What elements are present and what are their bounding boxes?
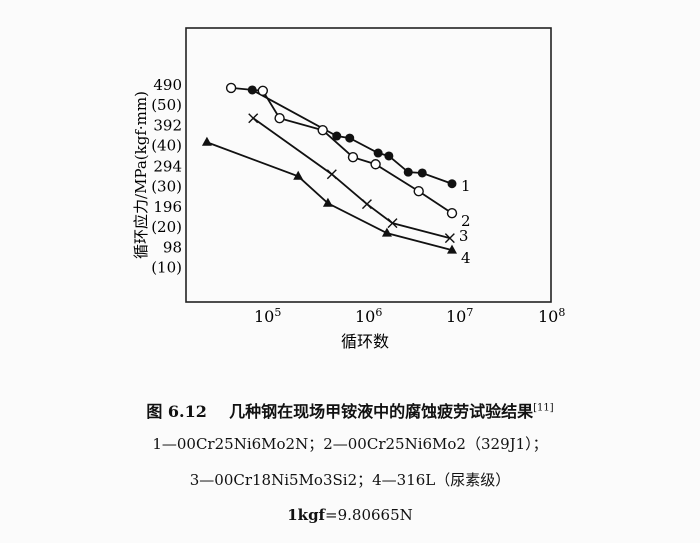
plot-frame	[185, 27, 552, 303]
series-4-label: 4	[461, 249, 471, 267]
y-tick-label: 294	[153, 157, 182, 175]
y-tick-alt-label: (40)	[151, 137, 182, 155]
series-1-point	[417, 168, 427, 178]
series-2-point	[317, 125, 328, 136]
x-tick-label: 105	[254, 306, 281, 326]
series-1-point	[447, 179, 457, 189]
series-2-point	[225, 82, 237, 94]
series-2-line	[231, 87, 453, 214]
series-1-point	[373, 148, 383, 158]
series-4-point	[293, 170, 304, 180]
series-2-point	[413, 186, 424, 197]
series-2-label: 2	[461, 212, 471, 230]
series-2-point	[274, 112, 285, 124]
series-2-point	[370, 159, 381, 170]
y-tick-label: 392	[153, 117, 182, 135]
x-tick-label: 106	[355, 306, 382, 326]
y-tick-alt-label: (30)	[151, 177, 182, 195]
x-tick-label: 108	[538, 306, 565, 326]
series-1-point	[332, 131, 342, 141]
series-3-point	[361, 199, 372, 210]
x-tick-label: 107	[446, 306, 473, 326]
series-2-point	[446, 208, 458, 219]
series-1-point	[403, 167, 413, 177]
series-2-point	[257, 85, 269, 97]
series-1-point	[384, 151, 394, 161]
unit-note-kgf: 1kgf	[287, 506, 326, 524]
series-3-label: 3	[459, 227, 469, 245]
figure-number: 图 6.12	[146, 402, 207, 421]
series-3-point	[326, 169, 337, 180]
fatigue-chart: 105 106 107 108 490 (50) 392 (40) 294 (30) 196 (20)…	[132, 27, 565, 351]
y-tick-alt-label: (50)	[151, 96, 182, 114]
x-tick-exponent: 8	[558, 306, 565, 319]
series-4-point	[201, 136, 212, 146]
series-3-point	[248, 113, 259, 124]
x-tick-exponent: 6	[375, 306, 382, 319]
y-tick-alt-label: (20)	[151, 218, 182, 236]
figure-reference: [11]	[533, 402, 554, 414]
y-tick-alt-label: (10)	[151, 259, 182, 277]
legend-line-1-2: 1—00Cr25Ni6Mo2N；2—00Cr25Ni6Mo2（329J1）；	[152, 435, 548, 453]
figure-caption-title: 图 6.12 几种钢在现场甲铵液中的腐蚀疲劳试验结果[11]	[0, 398, 700, 422]
series-4-point	[381, 227, 392, 237]
figure-title: 几种钢在现场甲铵液中的腐蚀疲劳试验结果	[229, 402, 534, 421]
series-1-point	[345, 133, 355, 143]
y-tick-label: 196	[153, 198, 182, 216]
series-2-point	[347, 151, 359, 163]
x-axis-label: 循环数	[341, 332, 389, 351]
series-4-point	[447, 244, 457, 254]
series-4-point	[322, 197, 333, 207]
series-1-label: 1	[461, 177, 471, 195]
legend-line-3-4: 3—00Cr18Ni5Mo3Si2；4—316L（尿素级）	[189, 471, 511, 489]
series-3-point	[444, 233, 455, 244]
y-tick-label: 98	[163, 239, 182, 257]
y-axis-label: 循环应力/MPa(kgf·mm)	[132, 91, 150, 259]
x-tick-exponent: 5	[274, 306, 281, 319]
series-4-line	[206, 141, 453, 252]
unit-note: 1kgf=9.80665N	[0, 506, 700, 524]
y-tick-label: 490	[153, 76, 182, 94]
x-tick-exponent: 7	[466, 306, 473, 319]
series-3-point	[387, 218, 398, 229]
unit-note-value: =9.80665N	[325, 506, 413, 524]
